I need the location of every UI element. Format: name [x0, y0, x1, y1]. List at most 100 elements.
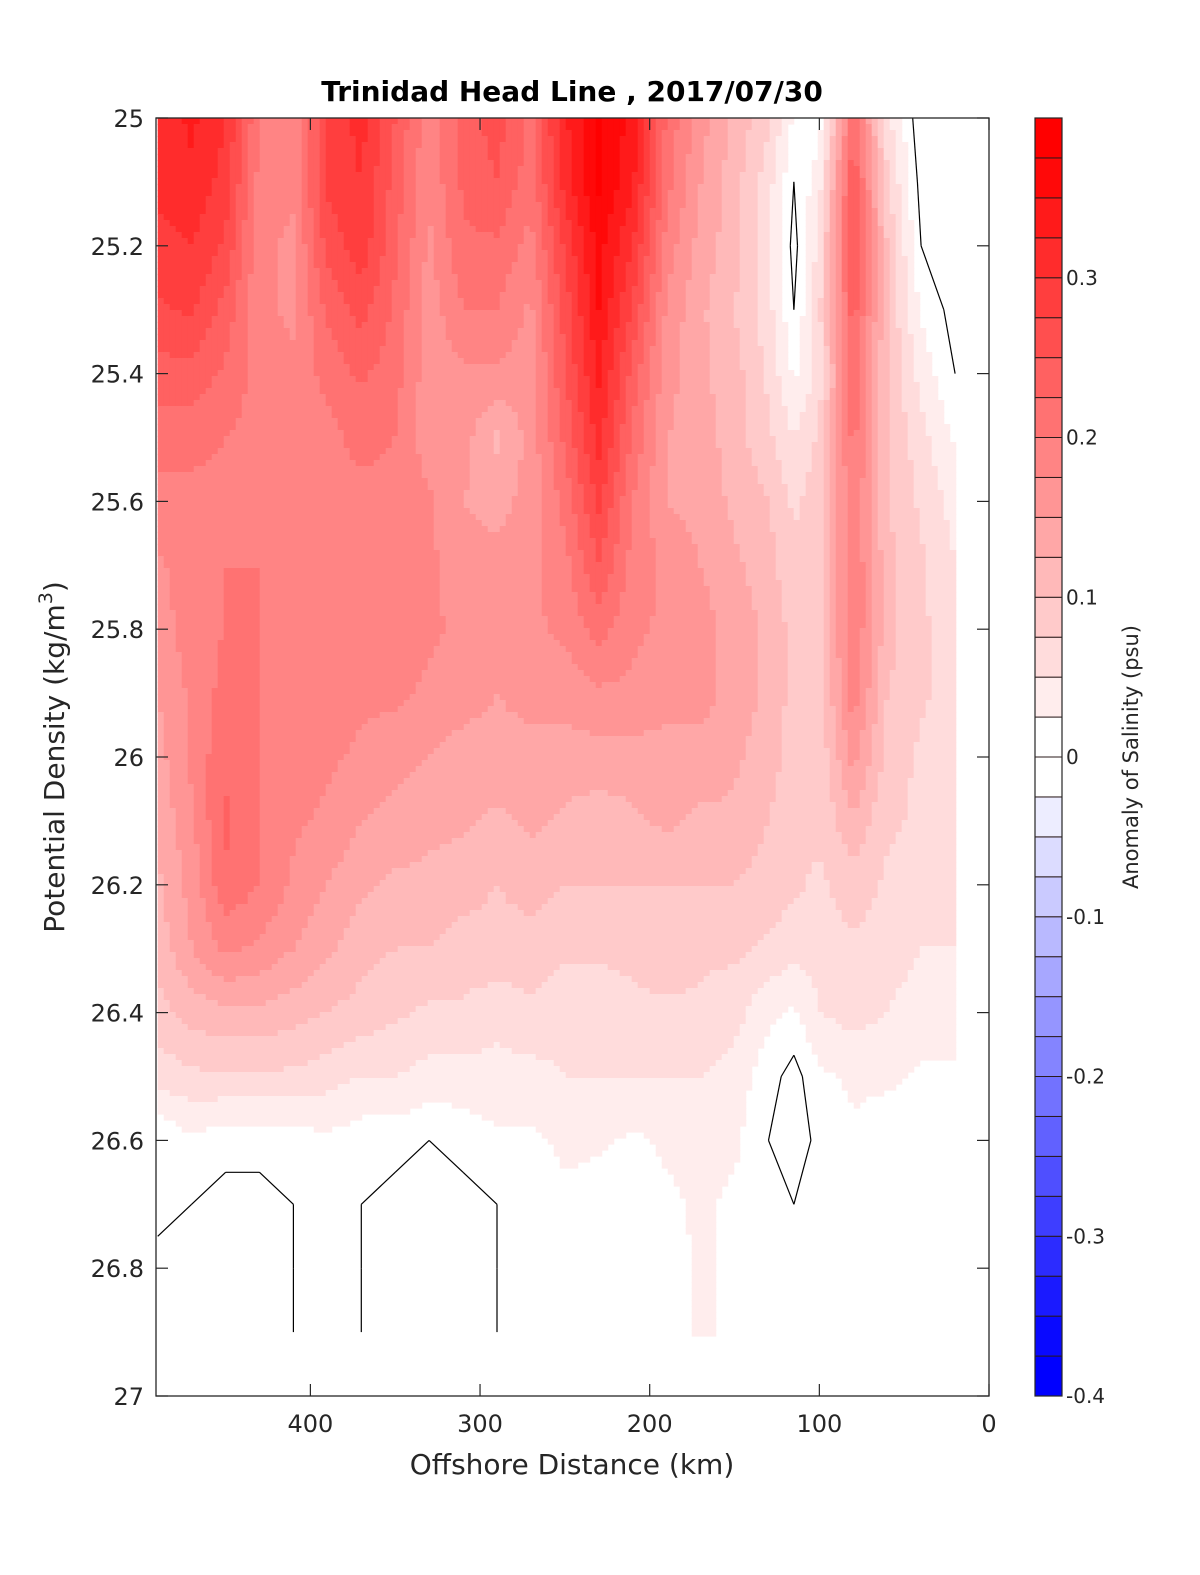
contour-cell — [223, 160, 231, 167]
contour-cell — [445, 184, 453, 191]
contour-cell — [349, 178, 357, 185]
contour-cell — [163, 160, 171, 167]
contour-cell — [487, 340, 495, 347]
contour-cell — [355, 334, 363, 341]
contour-cell — [601, 142, 609, 149]
contour-cell — [529, 232, 537, 239]
contour-cell — [529, 226, 537, 233]
contour-cell — [733, 322, 741, 329]
contour-cell — [367, 130, 375, 137]
contour-cell — [331, 346, 339, 353]
contour-cell — [571, 232, 579, 239]
contour-cell — [391, 322, 399, 329]
contour-cell — [625, 340, 633, 347]
contour-cell — [829, 142, 837, 149]
contour-cell — [451, 238, 459, 245]
contour-cell — [409, 358, 417, 365]
contour-cell — [637, 136, 645, 143]
contour-cell — [889, 268, 897, 275]
contour-cell — [535, 352, 543, 359]
contour-cell — [307, 160, 315, 167]
contour-cell — [157, 256, 165, 263]
contour-cell — [583, 304, 591, 311]
contour-cell — [277, 214, 285, 221]
contour-cell — [745, 166, 753, 173]
contour-cell — [517, 352, 525, 359]
contour-cell — [397, 208, 405, 215]
contour-cell — [847, 262, 855, 269]
contour-cell — [331, 268, 339, 275]
contour-cell — [541, 220, 549, 227]
contour-cell — [223, 118, 231, 125]
contour-cell — [559, 220, 567, 227]
contour-cell — [535, 298, 543, 305]
contour-cell — [895, 292, 903, 299]
contour-cell — [211, 136, 219, 143]
contour-cell — [199, 244, 207, 251]
contour-cell — [823, 136, 831, 143]
contour-cell — [307, 268, 315, 275]
contour-cell — [277, 154, 285, 161]
contour-cell — [889, 274, 897, 281]
contour-cell — [163, 166, 171, 173]
contour-cell — [439, 244, 447, 251]
contour-cell — [643, 250, 651, 257]
contour-cell — [511, 310, 519, 317]
contour-cell — [535, 130, 543, 137]
contour-cell — [637, 316, 645, 323]
contour-cell — [517, 250, 525, 257]
contour-cell — [403, 346, 411, 353]
contour-cell — [463, 310, 471, 317]
contour-cell — [733, 328, 741, 335]
contour-cell — [259, 322, 267, 329]
contour-cell — [427, 196, 435, 203]
contour-cell — [439, 346, 447, 353]
contour-cell — [829, 298, 837, 305]
contour-cell — [889, 232, 897, 239]
contour-cell — [631, 220, 639, 227]
contour-cell — [487, 196, 495, 203]
contour-cell — [259, 154, 267, 161]
contour-cell — [811, 262, 819, 269]
contour-cell — [685, 154, 693, 161]
contour-cell — [169, 340, 177, 347]
contour-cell — [469, 262, 477, 269]
contour-cell — [277, 190, 285, 197]
contour-cell — [853, 292, 861, 299]
contour-cell — [541, 250, 549, 257]
contour-cell — [781, 136, 789, 143]
contour-cell — [283, 358, 291, 365]
contour-cell — [715, 286, 723, 293]
contour-cell — [901, 154, 909, 161]
contour-cell — [235, 184, 243, 191]
contour-cell — [649, 160, 657, 167]
contour-cell — [367, 298, 375, 305]
contour-cell — [697, 274, 705, 281]
contour-cell — [457, 130, 465, 137]
contour-cell — [559, 166, 567, 173]
contour-cell — [433, 274, 441, 281]
contour-cell — [349, 214, 357, 221]
contour-cell — [283, 148, 291, 155]
contour-cell — [415, 286, 423, 293]
contour-cell — [577, 274, 585, 281]
contour-cell — [259, 238, 267, 245]
contour-cell — [535, 136, 543, 143]
contour-cell — [253, 310, 261, 317]
contour-cell — [487, 310, 495, 317]
contour-cell — [697, 172, 705, 179]
contour-cell — [751, 310, 759, 317]
contour-cell — [163, 274, 171, 281]
contour-cell — [331, 352, 339, 359]
contour-cell — [505, 322, 513, 329]
contour-cell — [475, 262, 483, 269]
contour-cell — [211, 280, 219, 287]
contour-cell — [703, 172, 711, 179]
contour-cell — [415, 274, 423, 281]
contour-cell — [745, 124, 753, 131]
contour-cell — [295, 286, 303, 293]
contour-cell — [601, 124, 609, 131]
contour-cell — [265, 196, 273, 203]
contour-cell — [679, 322, 687, 329]
contour-cell — [895, 190, 903, 197]
